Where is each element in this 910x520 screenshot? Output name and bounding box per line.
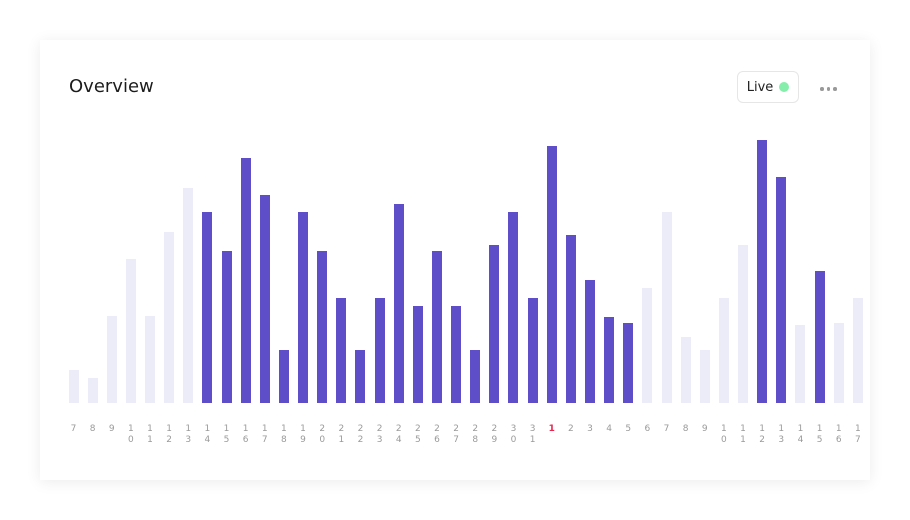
bar <box>661 212 672 403</box>
bar <box>680 337 691 403</box>
bar <box>489 245 500 403</box>
x-tick-label: 15 <box>223 424 230 445</box>
x-tick-label: 7 <box>663 424 670 434</box>
x-tick-label: 11 <box>740 424 746 445</box>
dot <box>826 87 830 91</box>
x-tick-label: 22 <box>357 424 364 445</box>
bar <box>623 323 634 403</box>
x-tick-label: 7 <box>70 424 77 434</box>
x-tick-label: 4 <box>606 424 612 434</box>
bar <box>431 251 442 403</box>
bar <box>699 350 710 403</box>
x-tick-label: 18 <box>281 424 287 445</box>
x-tick-label: 9 <box>108 424 115 434</box>
bar <box>240 158 251 403</box>
x-tick-label: 30 <box>510 424 517 445</box>
live-button[interactable]: Live <box>737 71 799 103</box>
x-tick-label: 8 <box>682 424 689 434</box>
x-tick-label: 16 <box>835 424 842 445</box>
x-tick-label: 9 <box>701 424 708 434</box>
bar <box>738 245 749 403</box>
bar <box>604 317 615 403</box>
x-tick-label: 10 <box>128 424 134 445</box>
x-tick-label: 24 <box>395 424 402 445</box>
x-tick-label: 20 <box>319 424 326 445</box>
bar <box>68 370 79 403</box>
bar <box>336 298 347 403</box>
bar <box>412 306 423 403</box>
x-tick-label: 14 <box>204 424 211 445</box>
x-tick-label: 26 <box>434 424 440 445</box>
x-tick-label: 15 <box>816 424 823 445</box>
bar <box>527 298 538 403</box>
x-tick-label: 17 <box>261 424 268 445</box>
bar <box>355 350 366 403</box>
x-tick-label: 12 <box>166 424 172 445</box>
dot <box>833 87 837 91</box>
x-tick-label: 13 <box>778 424 785 445</box>
more-menu[interactable] <box>820 87 837 91</box>
x-tick-label: 1 <box>548 424 555 434</box>
x-tick-label: 16 <box>242 424 249 445</box>
bar <box>546 146 557 403</box>
bar <box>278 350 289 403</box>
bar <box>852 298 863 403</box>
x-tick-label: 29 <box>491 424 498 445</box>
x-tick-label: 12 <box>759 424 766 445</box>
x-tick-label: 28 <box>472 424 479 445</box>
card-title: Overview <box>69 76 154 97</box>
bar <box>145 316 156 403</box>
bar <box>221 251 232 403</box>
bar <box>87 378 98 403</box>
bar <box>393 204 404 403</box>
x-tick-label: 6 <box>644 424 651 434</box>
x-tick-label: 23 <box>376 424 383 445</box>
x-tick-label: 3 <box>587 424 593 434</box>
bar <box>317 251 328 403</box>
x-tick-label: 14 <box>797 424 804 445</box>
bar <box>757 140 768 403</box>
x-tick-label: 2 <box>568 424 574 434</box>
bar <box>833 323 844 403</box>
bar <box>451 306 462 403</box>
bar <box>374 298 385 403</box>
dot <box>820 87 824 91</box>
bar <box>164 232 175 403</box>
x-tick-label: 17 <box>854 424 861 445</box>
bar <box>776 177 787 403</box>
x-tick-label: 27 <box>453 424 459 445</box>
x-tick-label: 25 <box>414 424 421 445</box>
x-tick-label: 5 <box>625 424 632 434</box>
bar <box>125 259 136 403</box>
x-tick-label: 31 <box>529 424 536 445</box>
x-tick-label: 19 <box>300 424 306 445</box>
bar <box>718 298 729 403</box>
bar <box>183 188 194 403</box>
bar <box>508 212 519 403</box>
x-tick-label: 21 <box>338 424 345 445</box>
bar <box>106 316 117 403</box>
overview-card: Overview Live 7 8 9 10 11 12 13 14 15 16 17 18 19 20 2… <box>40 40 870 480</box>
bar <box>259 195 270 403</box>
bar <box>795 325 806 403</box>
x-tick-label: 11 <box>147 424 153 445</box>
bar <box>565 235 576 403</box>
x-tick-label: 13 <box>185 424 192 445</box>
live-label: Live <box>746 79 774 95</box>
bar <box>642 288 653 403</box>
x-tick-label: 10 <box>721 424 727 445</box>
bar <box>585 280 595 403</box>
live-indicator <box>779 82 790 92</box>
x-tick-label: 8 <box>89 424 96 434</box>
bar <box>298 212 309 403</box>
bar <box>814 271 825 403</box>
bar <box>470 350 481 403</box>
bar <box>202 212 213 403</box>
